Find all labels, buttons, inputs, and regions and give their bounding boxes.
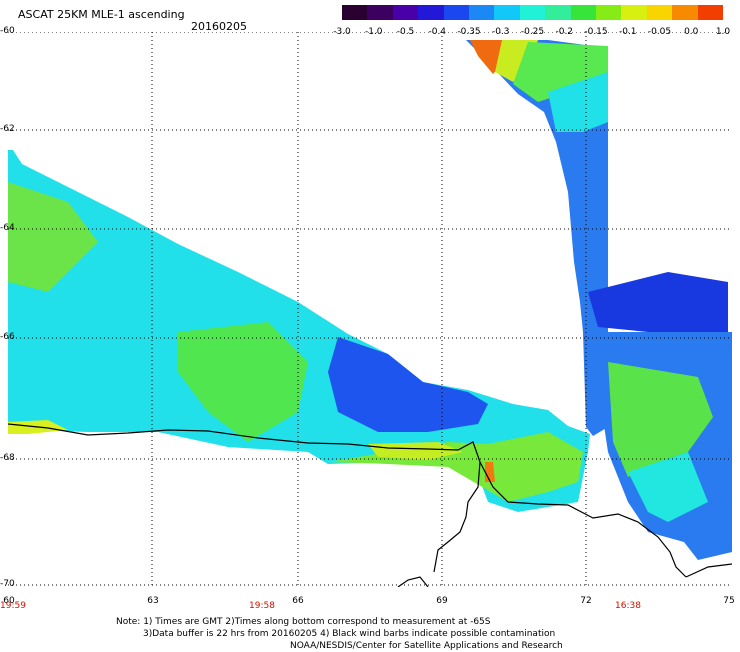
swath-green-mid bbox=[178, 322, 308, 442]
gridlines bbox=[8, 32, 732, 587]
colorbar-swatch bbox=[697, 5, 724, 20]
colorbar-tick-label: 0.0 bbox=[684, 27, 699, 37]
colorbar-swatch bbox=[443, 5, 470, 20]
colorbar-swatch bbox=[418, 5, 444, 20]
colorbar-swatch bbox=[519, 5, 546, 20]
swath-green-right bbox=[608, 362, 713, 477]
time-label: 19:59 bbox=[0, 601, 26, 611]
x-tick-label: 69 bbox=[436, 596, 448, 606]
colorbar-swatch bbox=[545, 5, 571, 20]
swath-data-layer bbox=[8, 40, 732, 560]
x-tick-label: 60 bbox=[3, 596, 15, 606]
x-tick-label: 72 bbox=[580, 596, 592, 606]
swath-upper-right bbox=[466, 40, 608, 436]
colorbar-swatch bbox=[596, 5, 622, 20]
swath-yellow-coast2 bbox=[368, 442, 463, 460]
swath-cyan-right bbox=[628, 452, 708, 522]
colorbar-swatch bbox=[646, 5, 673, 20]
colorbar-swatch bbox=[469, 5, 495, 20]
colorbar-swatch bbox=[570, 5, 597, 20]
colorbar-swatch bbox=[621, 5, 647, 20]
product-title: ASCAT 25KM MLE-1 ascending bbox=[18, 8, 185, 21]
time-label: 16:38 bbox=[615, 601, 641, 611]
swath-green-top bbox=[513, 42, 608, 102]
swath-blue-patch bbox=[328, 337, 488, 432]
colorbar-swatch bbox=[367, 5, 393, 20]
y-tick-label: -70 bbox=[0, 579, 15, 589]
colorbar-tick-label: -1.0 bbox=[364, 27, 383, 37]
footer-note-line1: Note: 1) Times are GMT 2)Times along bot… bbox=[116, 617, 491, 627]
x-tick-label: 75 bbox=[723, 596, 735, 606]
colorbar-swatch bbox=[392, 5, 419, 20]
footer-credit: NOAA/NESDIS/Center for Satellite Applica… bbox=[290, 641, 563, 651]
y-tick-label: -60 bbox=[0, 26, 15, 36]
swath-green-left bbox=[8, 182, 98, 292]
map-plot bbox=[8, 32, 732, 587]
colorbar-tick-label: -0.1 bbox=[618, 27, 637, 37]
colorbar-tick-label: 1.0 bbox=[715, 27, 731, 37]
colorbar-swatch bbox=[494, 5, 520, 20]
y-tick-label: -68 bbox=[0, 453, 15, 463]
y-tick-label: -64 bbox=[0, 223, 15, 233]
swath-cyan-top bbox=[548, 72, 608, 132]
footer-note-line2: 3)Data buffer is 22 hrs from 20160205 4)… bbox=[143, 629, 556, 639]
y-tick-label: -62 bbox=[0, 124, 15, 134]
product-date: 20160205 bbox=[191, 20, 247, 33]
coastline bbox=[8, 423, 732, 587]
colorbar-swatch bbox=[672, 5, 698, 20]
colorbar-tick-label: -0.05 bbox=[647, 27, 672, 37]
colorbar-tick-label: -3.0 bbox=[333, 27, 351, 37]
time-label: 19:58 bbox=[249, 601, 275, 611]
colorbar bbox=[342, 5, 724, 20]
colorbar-swatch bbox=[342, 5, 368, 20]
y-tick-label: -66 bbox=[0, 332, 15, 342]
colorbar-tick-label: -0.5 bbox=[396, 27, 415, 37]
x-tick-label: 66 bbox=[292, 596, 304, 606]
colorbar-tick-label: -0.4 bbox=[428, 27, 447, 37]
swath-green-band bbox=[328, 432, 583, 502]
x-tick-label: 63 bbox=[147, 596, 159, 606]
